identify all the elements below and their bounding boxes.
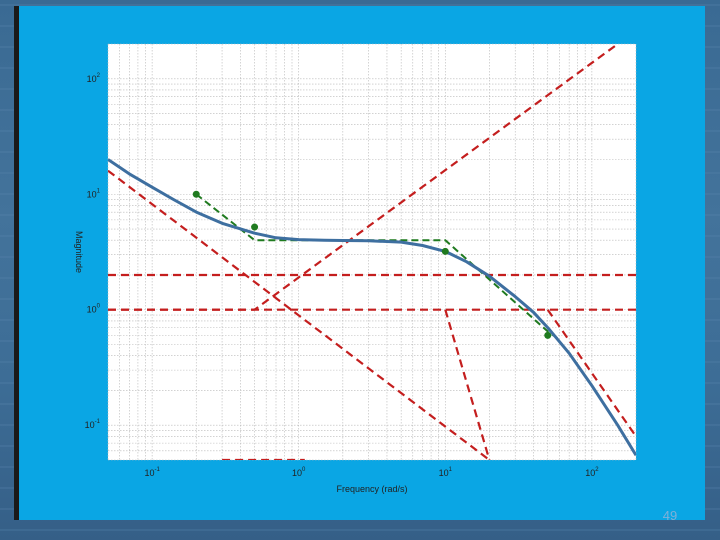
x-tick-label-base: 10 <box>585 468 595 478</box>
y-tick-label: 102 <box>87 73 101 84</box>
corner-point <box>192 190 200 198</box>
plot-area <box>108 44 636 460</box>
y-tick-label-exponent: 0 <box>97 304 101 310</box>
x-tick-label-exponent: 1 <box>449 467 453 473</box>
x-tick-label: 101 <box>439 467 453 478</box>
y-axis-label: Magnitude <box>74 231 84 273</box>
corner-point <box>544 331 552 339</box>
y-tick-label: 10-1 <box>85 419 101 430</box>
composite-asymptote-line <box>195 193 560 341</box>
x-tick-label: 100 <box>292 467 306 478</box>
y-tick-label-base: 10 <box>87 189 97 199</box>
x-tick-label-exponent: 0 <box>302 467 306 473</box>
y-tick-label-base: 10 <box>85 420 95 430</box>
corner-point <box>441 247 449 255</box>
series-layer <box>108 44 636 460</box>
x-tick-label: 10-1 <box>144 467 160 478</box>
y-tick-label-exponent: 2 <box>97 73 101 79</box>
x-axis-label: Frequency (rad/s) <box>336 484 407 494</box>
x-tick-label-exponent: -1 <box>154 467 160 473</box>
asymptote-line <box>108 169 491 460</box>
y-tick-label-exponent: -1 <box>95 419 101 425</box>
magnitude-curve <box>108 158 636 456</box>
background-streak <box>0 529 720 531</box>
grid-lines <box>107 43 637 461</box>
series-group <box>108 44 636 460</box>
y-tick-label-base: 10 <box>87 74 97 84</box>
y-tick-label-exponent: 1 <box>97 188 101 194</box>
x-tick-label-base: 10 <box>439 468 449 478</box>
y-tick-label: 100 <box>87 304 101 315</box>
asymptote-line <box>444 309 491 460</box>
y-tick-label-base: 10 <box>87 305 97 315</box>
x-tick-label: 102 <box>585 467 599 478</box>
x-tick-label-base: 10 <box>144 468 154 478</box>
x-tick-label-base: 10 <box>292 468 302 478</box>
corner-point <box>251 223 259 231</box>
y-tick-label: 101 <box>87 188 101 199</box>
page-number: 49 <box>662 508 678 523</box>
background-streak <box>0 4 720 6</box>
x-tick-label-exponent: 2 <box>595 467 599 473</box>
